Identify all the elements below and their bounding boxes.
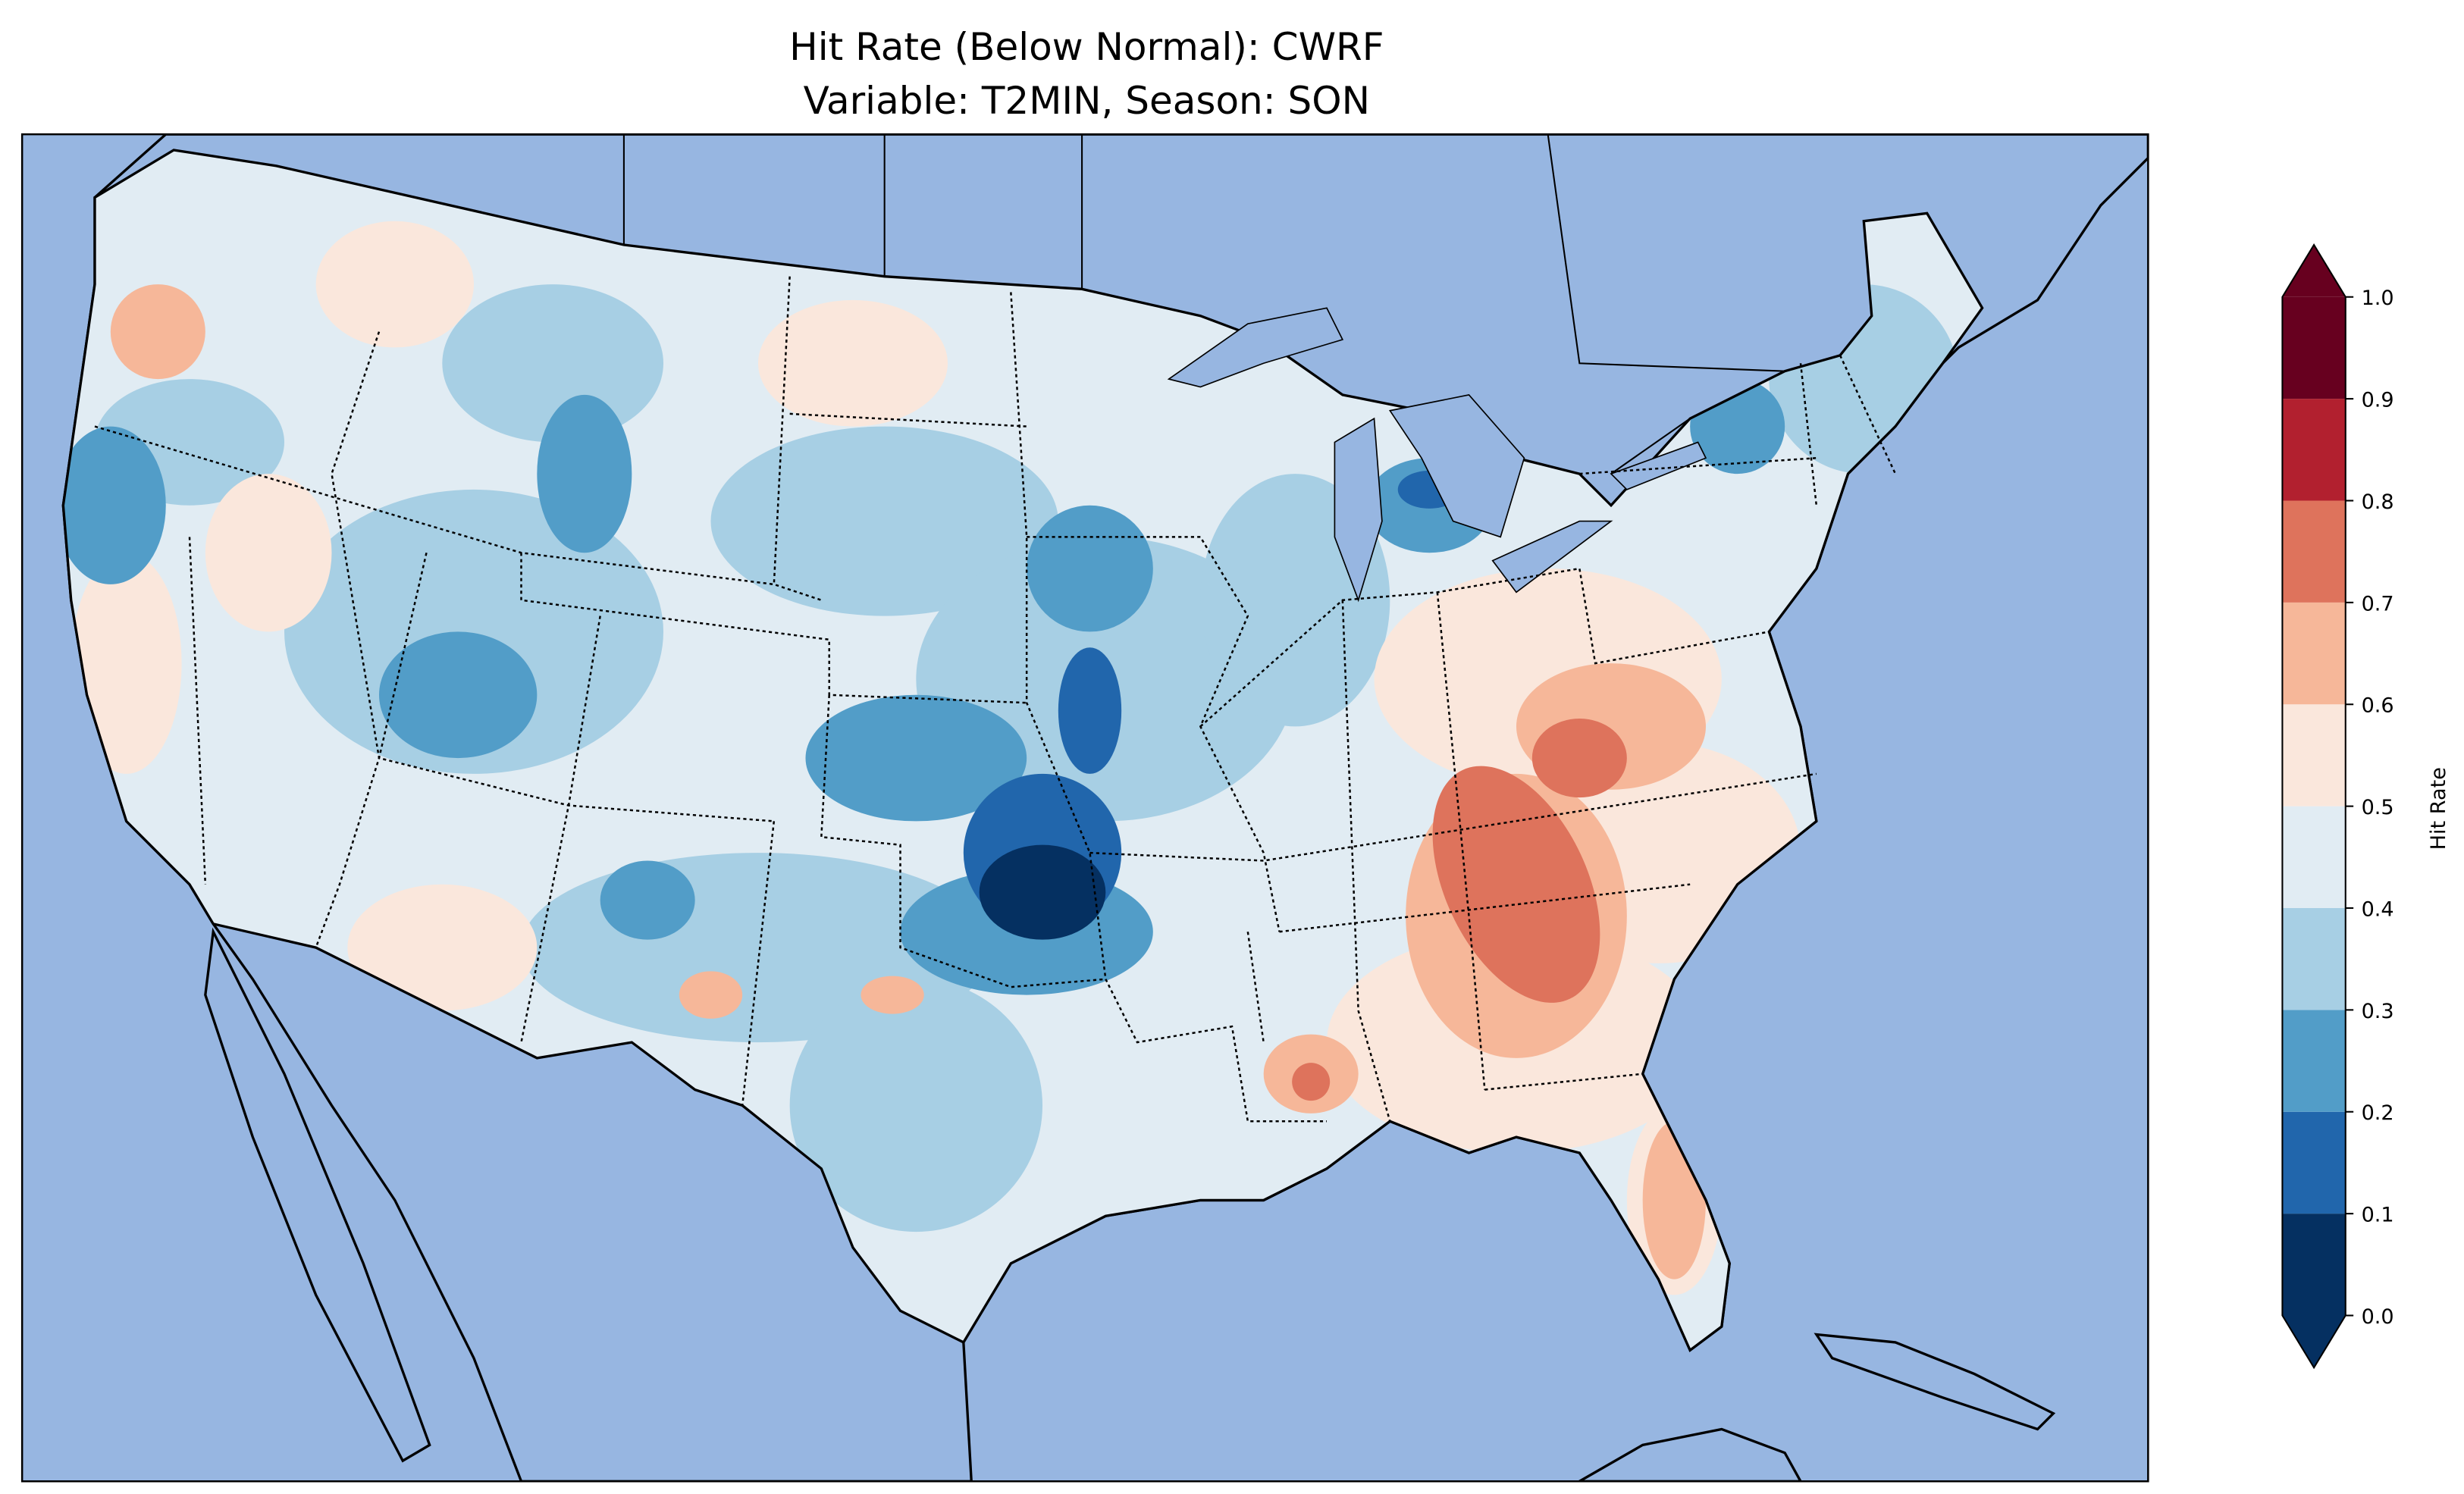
colorbar-label: Hit Rate (2427, 767, 2450, 850)
land-baja-california (204, 927, 431, 1463)
map-axes (22, 134, 2149, 1482)
colorbar-tick-label: 0.1 (2362, 1204, 2394, 1227)
colorbar-band (2282, 1111, 2346, 1214)
colorbar-extend-max (2282, 245, 2346, 297)
colorbar-tick-label: 0.6 (2362, 694, 2394, 718)
colorbar-band (2282, 908, 2346, 1010)
colorbar-extend-min (2282, 1315, 2346, 1368)
colorbar-tick-label: 0.7 (2362, 592, 2394, 615)
colorbar-tick-label: 1.0 (2362, 287, 2394, 310)
colorbar-tick-label: 0.3 (2362, 1000, 2394, 1023)
colorbar-band (2282, 399, 2346, 501)
colorbar-band (2282, 1010, 2346, 1112)
colorbar-tick-label: 0.8 (2362, 490, 2394, 514)
colorbar-band (2282, 806, 2346, 908)
land-yucatan (1576, 1427, 1802, 1482)
colorbar-band (2282, 500, 2346, 603)
colorbar-tick-label: 0.9 (2362, 389, 2394, 412)
chart-title-line2: Variable: T2MIN, Season: SON (804, 79, 1370, 123)
colorbar-band (2282, 1214, 2346, 1316)
colorbar-band (2282, 296, 2346, 399)
colorbar-tick-label: 0.0 (2362, 1305, 2394, 1329)
colorbar-tick-label: 0.4 (2362, 897, 2394, 921)
colorbar: 0.0 0.1 0.2 0.3 0.4 0.5 0.6 0.7 0.8 0.9 1.0 (2281, 243, 2394, 1370)
colorbar-tick-label: 0.5 (2362, 796, 2394, 819)
map-frame (20, 133, 2149, 1483)
colorbar-band (2282, 704, 2346, 807)
canada-border (276, 134, 1785, 475)
state-borders (94, 276, 1897, 1123)
land-cuba (1814, 1333, 2056, 1431)
colorbar-tick-label: 0.2 (2362, 1101, 2394, 1125)
colorbar-band (2282, 602, 2346, 705)
chart-title-line1: Hit Rate (Below Normal): CWRF (789, 25, 1384, 69)
great-lakes (1167, 307, 1707, 603)
